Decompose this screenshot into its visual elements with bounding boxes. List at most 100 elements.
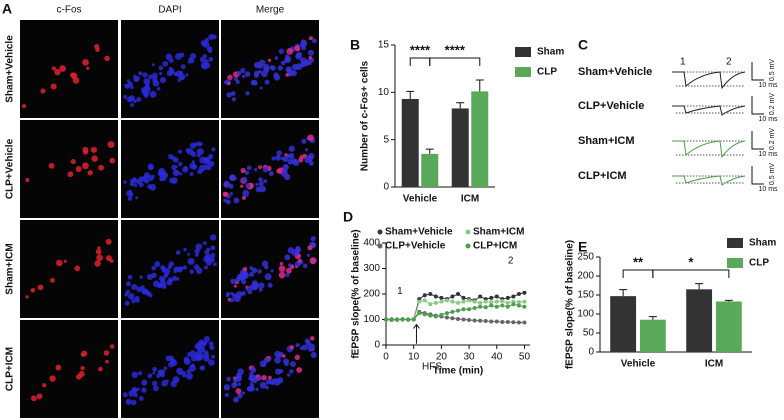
cell (258, 287, 263, 292)
scale-label: 10 ms (758, 82, 778, 89)
point (439, 312, 444, 317)
cell (290, 265, 295, 270)
cell (310, 351, 317, 358)
scale-bar (751, 96, 764, 115)
error-bar (425, 148, 434, 154)
cell (96, 254, 103, 262)
significance-bracket (622, 269, 654, 278)
cell (257, 376, 262, 381)
cell (304, 338, 310, 344)
panel-label: D (343, 209, 353, 225)
cell (236, 71, 242, 76)
cell (159, 71, 163, 76)
point (467, 307, 472, 312)
cell (196, 342, 201, 346)
cell (253, 167, 258, 172)
significance-label: ** (633, 254, 644, 269)
cell (168, 153, 174, 160)
cell (124, 292, 129, 297)
cell (274, 56, 279, 60)
significance-bracket (429, 57, 481, 66)
x-tick-label: Vehicle (621, 359, 656, 370)
point (478, 318, 483, 323)
cell (249, 376, 255, 382)
cell (158, 65, 164, 71)
panel-label: E (578, 239, 587, 255)
point (500, 320, 505, 325)
point (505, 295, 510, 300)
point (450, 309, 455, 314)
cell (42, 383, 47, 388)
cell (280, 60, 286, 66)
cell (194, 252, 199, 257)
cell (171, 275, 177, 281)
point (522, 290, 527, 295)
y-tick-label: 100 (363, 314, 380, 325)
cell (136, 97, 142, 103)
annotation: 2 (508, 255, 514, 266)
cell (36, 393, 43, 400)
cell (263, 66, 270, 73)
cell (276, 150, 282, 156)
cell (105, 359, 109, 364)
significance-label: **** (410, 42, 431, 57)
cell (275, 154, 282, 161)
cell (286, 68, 291, 73)
cell (142, 89, 150, 97)
point (500, 299, 505, 304)
cell (94, 260, 101, 267)
cell (298, 157, 304, 163)
cell (59, 65, 66, 72)
cell (196, 153, 201, 158)
column-label: Merge (256, 5, 285, 16)
cell (202, 41, 210, 48)
cell (128, 189, 133, 194)
cell (245, 91, 250, 96)
cell (278, 271, 286, 279)
cell (277, 65, 283, 71)
cell (105, 238, 112, 245)
cell (105, 255, 112, 262)
cell (90, 146, 98, 153)
scale-label: 10 ms (758, 151, 778, 158)
cell (103, 350, 110, 356)
cell (173, 266, 180, 273)
cell (240, 168, 246, 174)
point (522, 320, 527, 325)
cell (190, 52, 197, 59)
panel-label: A (2, 1, 12, 17)
cell (226, 292, 230, 296)
trace (672, 140, 746, 159)
cell (230, 298, 235, 303)
x-tick-label: 0 (383, 352, 389, 363)
cell (63, 259, 67, 263)
cell (136, 286, 142, 293)
x-axis-label: Time (min) (433, 366, 483, 377)
cell (175, 70, 183, 78)
cell (127, 196, 133, 201)
cell (98, 366, 103, 372)
cell (227, 82, 231, 86)
cell (262, 166, 269, 173)
cell (208, 57, 214, 62)
bar (686, 289, 713, 352)
y-tick-label: 100 (577, 309, 594, 320)
legend-swatch (515, 47, 531, 57)
cell (97, 246, 101, 250)
cell (263, 179, 268, 184)
cell (178, 161, 183, 167)
point (494, 299, 499, 304)
point (478, 304, 483, 309)
y-tick-label: 150 (577, 290, 594, 301)
cell (307, 245, 313, 251)
point (422, 298, 427, 303)
legend-label: CLP (749, 258, 769, 269)
y-tick-label: 15 (378, 40, 390, 51)
cell (177, 78, 182, 83)
cell (127, 274, 133, 280)
scale-label: 0.2 mV (769, 93, 776, 116)
legend-swatch (727, 238, 743, 248)
cell (141, 288, 149, 295)
cell (285, 272, 290, 278)
cell (174, 170, 179, 175)
